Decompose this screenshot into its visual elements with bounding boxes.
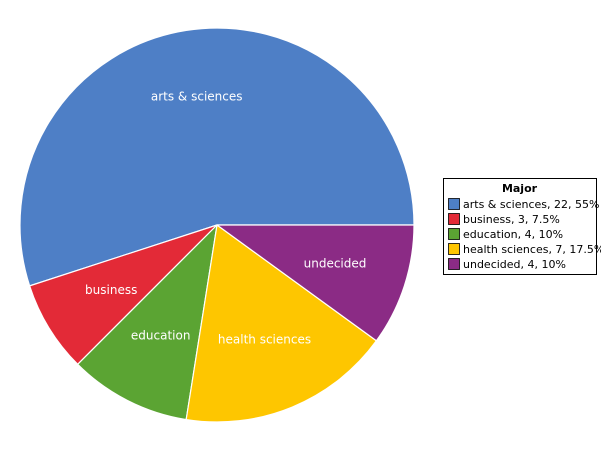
legend-swatch-undecided xyxy=(448,258,460,270)
legend-label-undecided: undecided, 4, 10% xyxy=(463,258,566,271)
legend: Major arts & sciences, 22, 55% business, … xyxy=(443,178,601,275)
legend-label-arts-and-sciences: arts & sciences, 22, 55% xyxy=(463,198,599,211)
legend-label-business: business, 3, 7.5% xyxy=(463,213,560,226)
legend-items: arts & sciences, 22, 55% business, 3, 7.5… xyxy=(448,198,601,271)
legend-title: Major xyxy=(502,182,538,195)
pie-slice-undecided xyxy=(216,224,415,342)
legend-label-education: education, 4, 10% xyxy=(463,228,563,241)
pie-slices xyxy=(19,27,415,423)
slice-label-education: education xyxy=(131,329,191,343)
legend-swatch-arts-and-sciences xyxy=(448,198,460,210)
legend-box xyxy=(443,178,597,275)
slice-label-business: business xyxy=(85,283,137,297)
pie-slice-health-sciences xyxy=(185,224,377,423)
pie-slice-arts-and-sciences xyxy=(19,27,415,287)
legend-swatch-business xyxy=(448,213,460,225)
slice-label-health-sciences: health sciences xyxy=(218,333,311,347)
slice-label-undecided: undecided xyxy=(304,256,367,270)
slice-label-arts-and-sciences: arts & sciences xyxy=(151,90,243,104)
pie-slice-labels: arts & sciences business education health s… xyxy=(85,90,366,347)
legend-swatch-education xyxy=(448,228,460,240)
legend-label-health-sciences: health sciences, 7, 17.5% xyxy=(463,243,601,256)
pie-slice-education xyxy=(77,224,218,421)
legend-swatch-health-sciences xyxy=(448,243,460,255)
